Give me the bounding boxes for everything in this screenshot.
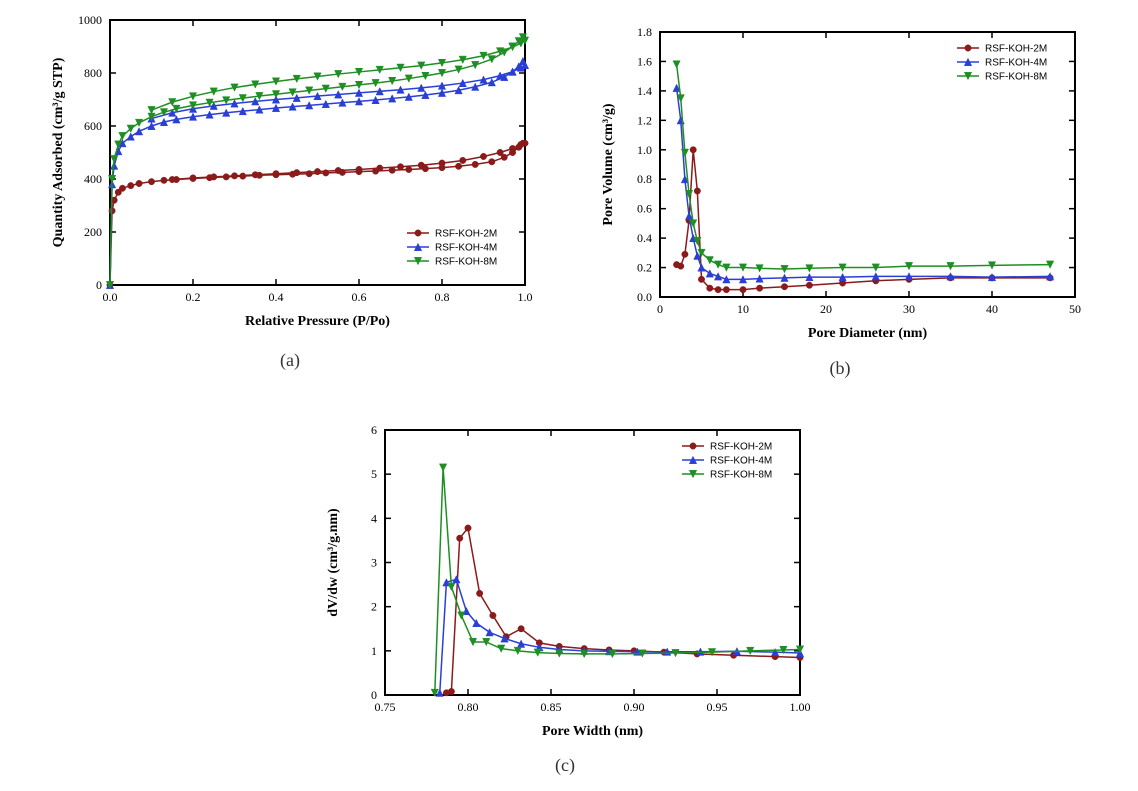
panel-a: 0.0 0.2 0.4 0.6 0.8 1.0 0 200 400 600 800 1000 Relat… xyxy=(40,10,540,340)
svg-text:Pore Volume (cm³/g): Pore Volume (cm³/g) xyxy=(601,103,616,225)
svg-text:RSF-KOH-4M: RSF-KOH-4M xyxy=(710,456,772,467)
svg-text:20: 20 xyxy=(820,302,832,316)
svg-text:0.8: 0.8 xyxy=(435,290,450,304)
svg-text:0.4: 0.4 xyxy=(269,290,284,304)
chart-a: 0.0 0.2 0.4 0.6 0.8 1.0 0 200 400 600 800 1000 Relat… xyxy=(40,10,540,340)
svg-text:400: 400 xyxy=(84,172,102,186)
svg-text:Quantity Adsorbed (cm³/g STP): Quantity Adsorbed (cm³/g STP) xyxy=(51,57,66,247)
svg-text:30: 30 xyxy=(903,302,915,316)
panel-c-label: (c) xyxy=(315,755,815,776)
svg-text:Pore Width (nm): Pore Width (nm) xyxy=(542,724,643,739)
svg-text:0.0: 0.0 xyxy=(103,290,118,304)
svg-text:0.90: 0.90 xyxy=(624,700,645,714)
svg-text:RSF-KOH-8M: RSF-KOH-8M xyxy=(985,72,1047,83)
svg-text:50: 50 xyxy=(1069,302,1081,316)
svg-text:0.4: 0.4 xyxy=(637,231,652,245)
svg-text:dV/dw (cm³/g.nm): dV/dw (cm³/g.nm) xyxy=(326,508,341,617)
panel-a-label: (a) xyxy=(40,350,540,371)
svg-text:3: 3 xyxy=(371,556,377,570)
svg-text:RSF-KOH-4M: RSF-KOH-4M xyxy=(435,243,497,254)
svg-text:0: 0 xyxy=(657,302,663,316)
svg-text:1.0: 1.0 xyxy=(637,143,652,157)
svg-text:0.75: 0.75 xyxy=(375,700,396,714)
svg-text:1.0: 1.0 xyxy=(518,290,533,304)
svg-text:40: 40 xyxy=(986,302,998,316)
svg-text:0.95: 0.95 xyxy=(707,700,728,714)
svg-text:RSF-KOH-2M: RSF-KOH-2M xyxy=(985,44,1047,55)
svg-text:RSF-KOH-2M: RSF-KOH-2M xyxy=(710,442,772,453)
svg-text:0.6: 0.6 xyxy=(352,290,367,304)
svg-text:0.2: 0.2 xyxy=(637,261,652,275)
chart-c: 0.75 0.80 0.85 0.90 0.95 1.00 0 1 2 3 4 5 6 Pore Widt… xyxy=(315,420,815,750)
svg-text:0.8: 0.8 xyxy=(637,172,652,186)
svg-text:RSF-KOH-4M: RSF-KOH-4M xyxy=(985,58,1047,69)
svg-text:600: 600 xyxy=(84,119,102,133)
svg-text:6: 6 xyxy=(371,423,377,437)
panel-b-label: (b) xyxy=(590,358,1090,379)
svg-text:RSF-KOH-8M: RSF-KOH-8M xyxy=(435,257,497,268)
svg-text:0: 0 xyxy=(371,688,377,702)
svg-text:Pore Diameter (nm): Pore Diameter (nm) xyxy=(808,326,928,341)
svg-text:0: 0 xyxy=(96,278,102,292)
svg-text:4: 4 xyxy=(371,511,377,525)
svg-text:1: 1 xyxy=(371,644,377,658)
svg-text:2: 2 xyxy=(371,600,377,614)
panel-b: 0 10 20 30 40 50 0.0 0.2 0.4 0.6 0.8 1.0 1.2 1.4 1.6 1.… xyxy=(590,22,1090,352)
svg-text:800: 800 xyxy=(84,66,102,80)
svg-text:Relative Pressure (P/Po): Relative Pressure (P/Po) xyxy=(245,314,390,329)
svg-text:200: 200 xyxy=(84,225,102,239)
svg-text:1.4: 1.4 xyxy=(637,84,652,98)
svg-text:1.00: 1.00 xyxy=(790,700,811,714)
svg-text:0.2: 0.2 xyxy=(186,290,201,304)
svg-text:0.0: 0.0 xyxy=(637,290,652,304)
svg-text:1.2: 1.2 xyxy=(637,113,652,127)
svg-text:1.6: 1.6 xyxy=(637,54,652,68)
svg-text:0.80: 0.80 xyxy=(458,700,479,714)
panel-c: 0.75 0.80 0.85 0.90 0.95 1.00 0 1 2 3 4 5 6 Pore Widt… xyxy=(315,420,815,750)
svg-text:1000: 1000 xyxy=(78,13,102,27)
svg-text:10: 10 xyxy=(737,302,749,316)
chart-b: 0 10 20 30 40 50 0.0 0.2 0.4 0.6 0.8 1.0 1.2 1.4 1.6 1.… xyxy=(590,22,1090,352)
svg-text:RSF-KOH-8M: RSF-KOH-8M xyxy=(710,470,772,481)
svg-text:0.85: 0.85 xyxy=(541,700,562,714)
svg-text:5: 5 xyxy=(371,467,377,481)
svg-text:0.6: 0.6 xyxy=(637,202,652,216)
svg-text:1.8: 1.8 xyxy=(637,25,652,39)
svg-text:RSF-KOH-2M: RSF-KOH-2M xyxy=(435,229,497,240)
